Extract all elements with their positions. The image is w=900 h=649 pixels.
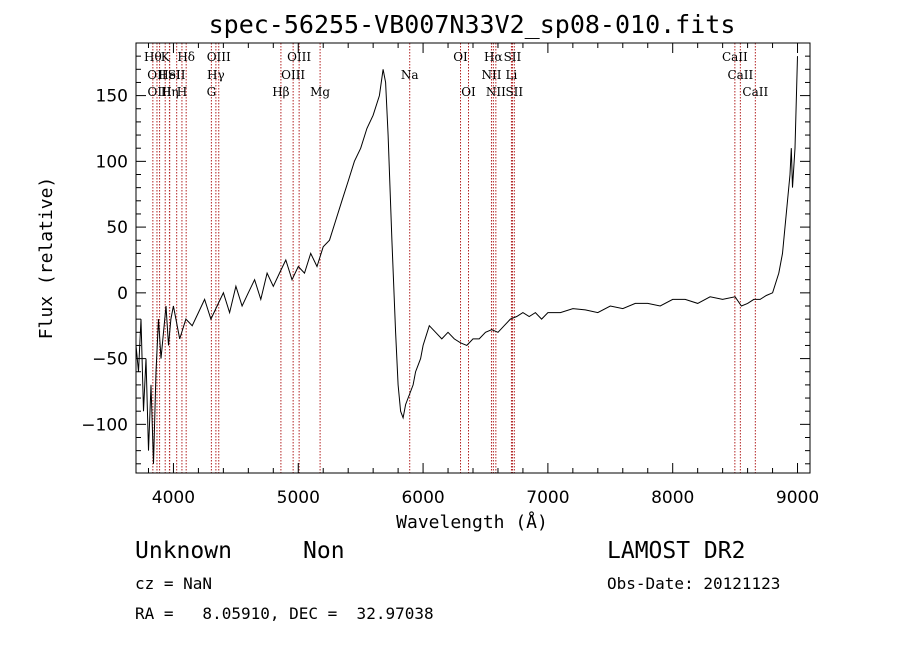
- line-marker-label-21: NII: [486, 85, 506, 99]
- spectral-subclass: Non: [303, 538, 345, 564]
- line-marker-label-18: OI: [461, 85, 476, 99]
- x-axis: 4000 5000 6000 7000 8000 9000: [147, 43, 819, 508]
- plot-frame: [135, 42, 811, 474]
- line-marker-labels: HθOIIOIIIKHηHeISIIHHδGHγOIIIHβOIIIOIIIMg…: [144, 50, 768, 99]
- coordinates-readout: RA = 8.05910, DEC = 32.97038: [135, 604, 434, 623]
- spectral-class: Unknown: [135, 538, 232, 564]
- y-tick-label-0: −100: [81, 415, 128, 435]
- y-tick-label-2: 0: [117, 284, 128, 304]
- line-marker-label-25: CaII: [722, 50, 748, 64]
- line-marker-label-2: OIII: [148, 85, 172, 99]
- x-tick-label-2: 6000: [401, 488, 444, 508]
- line-marker-label-6: SII: [168, 68, 186, 82]
- line-marker-label-22: Li: [506, 68, 518, 82]
- line-markers: [152, 43, 756, 473]
- x-tick-label-0: 4000: [152, 488, 195, 508]
- line-marker-label-20: Hα: [484, 50, 503, 64]
- line-marker-label-13: OIII: [281, 68, 305, 82]
- y-tick-label-1: −50: [92, 350, 128, 370]
- observation-date: Obs-Date: 20121123: [607, 574, 781, 593]
- line-marker-label-17: OI: [453, 50, 468, 64]
- x-tick-label-4: 8000: [651, 488, 694, 508]
- line-marker-label-12: Hβ: [272, 85, 289, 99]
- line-marker-label-1: OII: [147, 68, 167, 82]
- line-marker-label-10: Hγ: [207, 68, 225, 82]
- line-marker-label-24: SII: [505, 85, 523, 99]
- line-marker-label-14: OIII: [287, 50, 311, 64]
- survey-name: LAMOST DR2: [607, 538, 746, 564]
- line-marker-label-26: CaII: [727, 68, 753, 82]
- redshift-readout: cz = NaN: [135, 574, 213, 593]
- line-marker-label-8: Hδ: [177, 50, 195, 64]
- chart-title: spec-56255-VB007N33V2_sp08-010.fits: [209, 10, 736, 39]
- spectrum-line: [135, 56, 798, 464]
- line-marker-label-9: G: [207, 85, 217, 99]
- line-marker-label-15: Mg: [310, 85, 330, 99]
- line-marker-label-5: HeI: [158, 68, 181, 82]
- line-marker-label-11: OIII: [207, 50, 231, 64]
- line-marker-label-16: Na: [401, 68, 419, 82]
- line-marker-label-3: K: [161, 50, 171, 64]
- x-tick-label-1: 5000: [277, 488, 320, 508]
- line-marker-label-0: Hθ: [144, 50, 162, 64]
- x-axis-label: Wavelength (Å): [396, 511, 548, 533]
- y-tick-label-3: 50: [106, 218, 128, 238]
- line-marker-label-4: Hη: [161, 85, 179, 99]
- y-tick-label-5: 150: [96, 87, 128, 107]
- x-tick-label-3: 7000: [526, 488, 569, 508]
- x-tick-label-5: 9000: [776, 488, 819, 508]
- line-marker-label-23: SII: [504, 50, 522, 64]
- line-marker-label-7: H: [177, 85, 187, 99]
- y-axis: −100 −50 0 50 100 150: [81, 55, 810, 465]
- y-axis-label: Flux (relative): [36, 177, 57, 340]
- y-tick-label-4: 100: [96, 152, 128, 172]
- line-marker-label-27: CaII: [742, 85, 768, 99]
- line-marker-label-19: NII: [481, 68, 501, 82]
